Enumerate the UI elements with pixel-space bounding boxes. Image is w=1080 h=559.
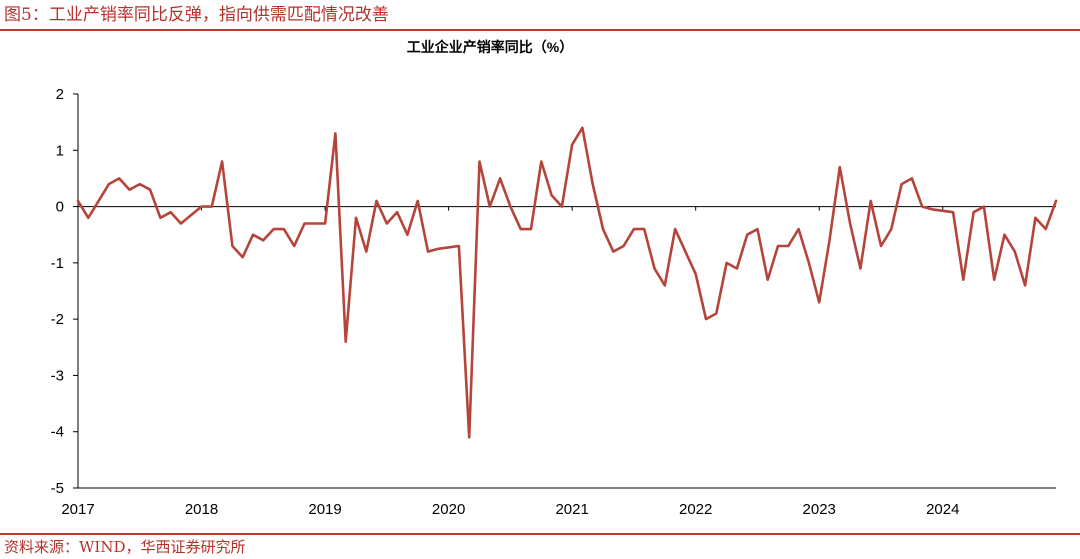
x-tick-label: 2021 <box>555 501 588 518</box>
figure-title: 图5：工业产销率同比反弹，指向供需匹配情况改善 <box>4 5 389 25</box>
x-tick-label: 2024 <box>926 501 959 518</box>
series-line-0 <box>76 126 1058 439</box>
y-tick-label: -4 <box>51 424 64 441</box>
x-tick-label: 2022 <box>679 501 712 518</box>
x-tick-label: 2020 <box>432 501 465 518</box>
x-tick-label: 2018 <box>185 501 218 518</box>
source-divider <box>0 533 1080 535</box>
x-tick-labels: 2017 2018 2019 2020 2021 2022 2023 2024 <box>61 501 959 518</box>
y-tick-labels: 2 1 0 -1 -2 -3 -4 -5 <box>51 86 64 497</box>
y-tick-label: 1 <box>56 142 64 159</box>
x-tick-label: 2023 <box>803 501 836 518</box>
y-tick-label: -2 <box>51 311 64 328</box>
y-tick-label: 2 <box>56 86 64 103</box>
x-tick-label: 2017 <box>61 501 94 518</box>
series-group <box>76 126 1058 439</box>
y-tick-label: -5 <box>51 480 64 497</box>
y-tick-label: -1 <box>51 255 64 272</box>
x-tick-label: 2019 <box>308 501 341 518</box>
y-tick-label: -3 <box>51 367 64 384</box>
title-divider <box>0 29 1080 31</box>
source-note: 资料来源：WIND，华西证券研究所 <box>4 538 246 556</box>
y-tick-label: 0 <box>56 199 64 216</box>
chart-axes <box>73 93 1056 489</box>
chart-title: 工业企业产销率同比（%） <box>407 39 573 55</box>
